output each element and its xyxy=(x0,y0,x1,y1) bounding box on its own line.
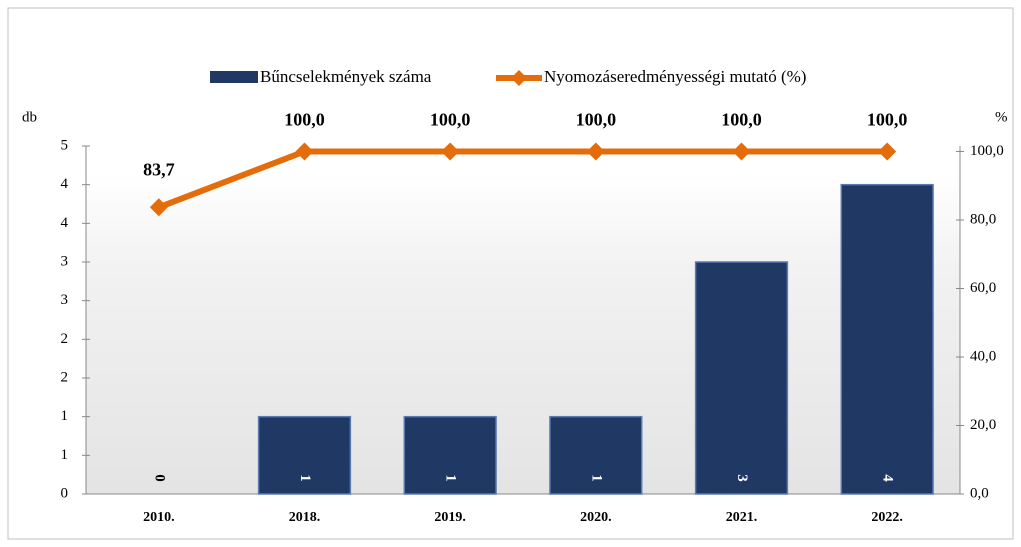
line-value-label: 83,7 xyxy=(143,159,175,179)
background-photo xyxy=(86,175,960,494)
bar-value-label: 1 xyxy=(443,474,459,482)
bar xyxy=(696,262,788,494)
bar-value-label: 4 xyxy=(880,474,896,482)
line-value-label: 100,0 xyxy=(721,110,762,130)
line-value-label: 100,0 xyxy=(867,110,908,130)
yticks-label: 2 xyxy=(61,331,69,347)
y2-axis-title: % xyxy=(995,109,1008,125)
bar xyxy=(841,185,933,494)
y2ticks-label: 60,0 xyxy=(970,280,996,296)
line-value-label: 100,0 xyxy=(284,110,325,130)
bar-value-label: 1 xyxy=(588,474,604,482)
legend-label: Bűncselekmények száma xyxy=(260,67,432,86)
x-tick-label: 2010. xyxy=(143,510,175,525)
x-tick-label: 2021. xyxy=(726,510,758,525)
y2ticks-label: 100,0 xyxy=(970,143,1004,159)
yticks-label: 3 xyxy=(61,292,69,308)
y2ticks-label: 40,0 xyxy=(970,348,996,364)
y-axis-title: db xyxy=(22,109,37,125)
y2ticks-label: 80,0 xyxy=(970,211,996,227)
bar-value-label: 3 xyxy=(734,474,750,482)
line-value-label: 100,0 xyxy=(430,110,471,130)
bar-value-label: 1 xyxy=(297,474,313,482)
bar-value-label: 0 xyxy=(151,474,167,482)
yticks-label: 2 xyxy=(61,369,69,385)
yticks-label: 1 xyxy=(61,408,69,424)
line-value-label: 100,0 xyxy=(576,110,617,130)
x-tick-label: 2018. xyxy=(289,510,321,525)
yticks-label: 3 xyxy=(61,253,69,269)
bar xyxy=(259,417,351,494)
x-tick-label: 2022. xyxy=(871,510,903,525)
x-tick-label: 2019. xyxy=(434,510,466,525)
legend-label: Nyomozáseredményességi mutató (%) xyxy=(544,67,806,86)
yticks-label: 4 xyxy=(61,215,69,231)
bar xyxy=(404,417,496,494)
page: {"chart_data": {"type": "bar-line", "cat… xyxy=(0,0,1021,547)
legend-swatch xyxy=(210,71,258,83)
yticks-label: 0 xyxy=(61,485,69,501)
yticks-label: 5 xyxy=(61,137,69,153)
bar xyxy=(550,417,642,494)
y2ticks-label: 0,0 xyxy=(970,485,989,501)
chart: db % 0 1 1 2 2 3 3 4 4 5 0,0 20,0 40,0 60,0 80,0 100,0 2… xyxy=(0,0,1021,547)
y2ticks-label: 20,0 xyxy=(970,417,996,433)
yticks-label: 4 xyxy=(61,176,69,192)
yticks-label: 1 xyxy=(61,447,69,463)
x-tick-label: 2020. xyxy=(580,510,612,525)
